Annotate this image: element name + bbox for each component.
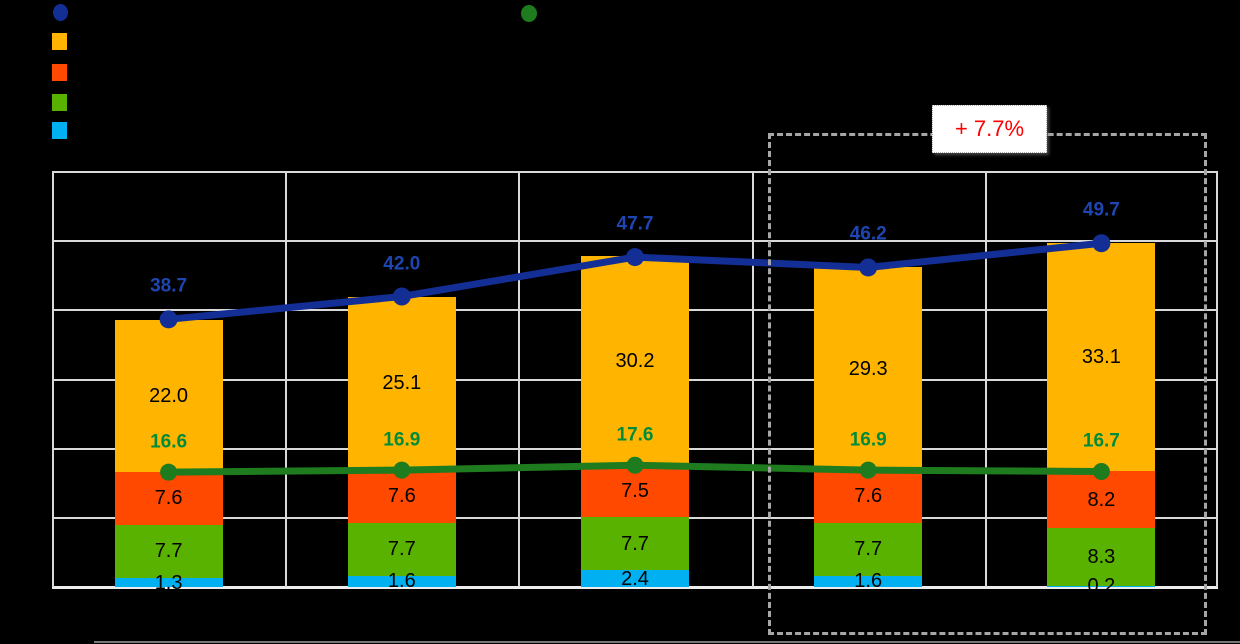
bar-segment-segment-top-amber [114, 320, 223, 473]
bar-segment-segment-red [347, 470, 456, 523]
segment-label: 7.6 [854, 485, 883, 508]
segment-label: 1.6 [387, 570, 416, 593]
segment-label: 7.6 [154, 487, 183, 510]
total-line-blue-label: 38.7 [150, 275, 188, 297]
legend-marker-bar-segment-2-icon [52, 64, 67, 81]
bottom-edge-line [94, 641, 1240, 643]
legend-marker-total-line-icon [53, 4, 68, 21]
total-line-blue-label: 46.2 [849, 223, 887, 245]
legend-marker-bar-segment-4-icon [52, 122, 67, 139]
growth-annotation-label: + 7.7% [954, 116, 1025, 141]
segment-label: 30.2 [615, 349, 655, 372]
segment-label: 1.6 [854, 570, 883, 593]
segment-label: 22.0 [149, 385, 189, 408]
h-gridline [52, 171, 1218, 173]
bar-segment-segment-bottom-cyan [347, 575, 456, 587]
growth-annotation: + 7.7% [932, 105, 1047, 153]
subtotal-line-green-label: 16.7 [1082, 430, 1120, 452]
bar-segment-segment-red [114, 472, 223, 525]
bar-segment-segment-green [347, 522, 456, 576]
v-gridline [984, 172, 987, 587]
legend-marker-subtotal-line-icon [521, 5, 537, 22]
bar-segment-segment-green [581, 517, 689, 571]
segment-label: 8.2 [1087, 488, 1116, 511]
segment-label: 1.3 [154, 571, 183, 594]
subtotal-line-green-label: 16.6 [150, 431, 188, 453]
v-gridline [52, 172, 54, 587]
bar-segment-segment-bottom-cyan [581, 570, 689, 587]
segment-label: 7.7 [154, 540, 183, 563]
bar-segment-segment-top-amber [347, 296, 456, 471]
bar-segment-segment-bottom-cyan [114, 578, 223, 587]
bar-segment-segment-green [814, 522, 923, 576]
segment-label: 7.7 [621, 532, 649, 555]
bar-segment-segment-red [814, 470, 923, 523]
bar-segment-segment-red [1047, 471, 1156, 529]
segment-label: 25.1 [382, 372, 422, 395]
bar-segment-segment-green [1047, 528, 1156, 586]
segment-label: 7.7 [854, 538, 883, 561]
v-gridline [1216, 172, 1218, 587]
segment-label: 2.4 [621, 567, 649, 590]
segment-label: 8.3 [1087, 545, 1116, 568]
x-axis-line [52, 586, 1218, 589]
segment-label: 0.2 [1087, 575, 1116, 598]
legend-marker-bar-segment-1-icon [52, 33, 67, 50]
subtotal-line-green-label: 16.9 [849, 429, 887, 451]
segment-label: 29.3 [848, 357, 888, 380]
v-gridline [285, 172, 288, 587]
bar-segment-segment-bottom-cyan [814, 575, 923, 587]
segment-label: 7.5 [621, 480, 649, 503]
v-gridline [518, 172, 521, 587]
bar-segment-segment-green [114, 524, 223, 578]
subtotal-line-green-label: 16.9 [383, 429, 421, 451]
total-line-blue-label: 49.7 [1082, 199, 1120, 221]
segment-label: 7.7 [387, 538, 416, 561]
total-line-blue-label: 42.0 [383, 253, 421, 274]
highlight-dashed-box [768, 133, 1207, 635]
total-line-blue-label: 47.7 [616, 213, 654, 235]
segment-label: 7.6 [387, 485, 416, 508]
bar-segment-segment-bottom-cyan [1047, 585, 1156, 587]
subtotal-line-green-label: 17.6 [616, 424, 654, 446]
v-gridline [751, 172, 754, 587]
segment-label: 33.1 [1081, 346, 1121, 369]
legend-marker-bar-segment-3-icon [52, 94, 67, 111]
